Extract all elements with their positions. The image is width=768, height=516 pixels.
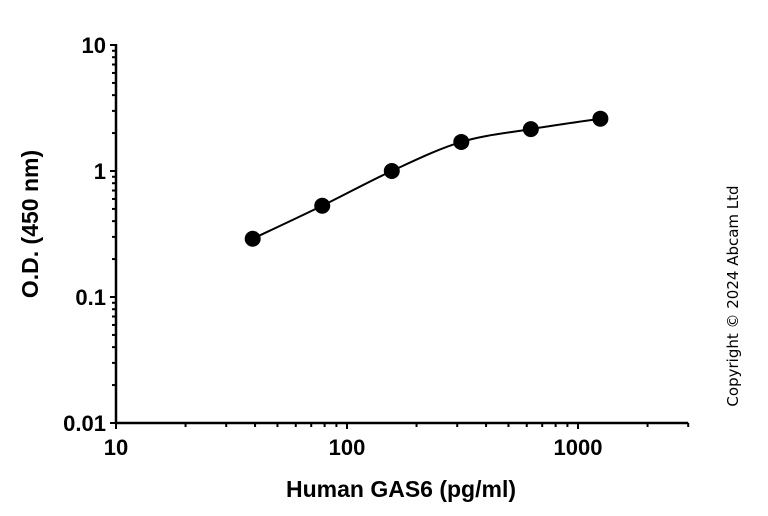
x-tick-label-1000: 1000 [554,435,603,460]
y-tick-label-0.01: 0.01 [63,411,106,436]
axes [114,44,689,425]
y-axis-title: O.D. (450 nm) [17,150,43,298]
data-point [453,133,470,150]
x-tick-label-10: 10 [104,435,128,460]
data-point [383,163,400,179]
data-point [244,230,261,247]
x-tick-label-100: 100 [329,435,366,460]
x-axis-title: Human GAS6 (pg/ml) [286,476,516,502]
y-tick-label-0.1: 0.1 [75,285,106,310]
data-point [522,121,539,138]
fit-curve [252,117,601,240]
data-series [244,110,609,247]
copyright-notice: Copyright © 2024 Abcam Ltd [724,185,742,407]
minor-ticks [110,44,690,429]
tick-labels: 10 1 0.1 0.01 10 100 1000 [63,33,602,460]
data-point [314,197,331,214]
y-tick-label-1: 1 [94,159,106,184]
data-point [592,110,609,127]
y-tick-label-10: 10 [82,33,106,58]
